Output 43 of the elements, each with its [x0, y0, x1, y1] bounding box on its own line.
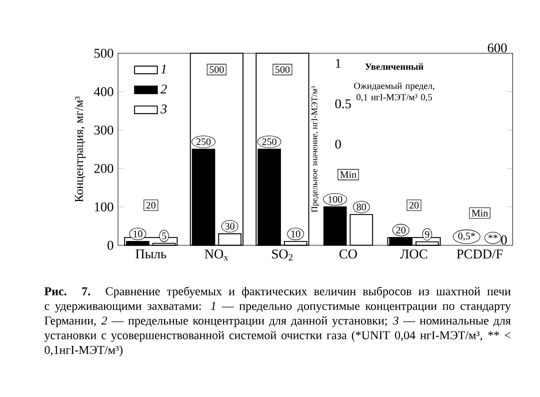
- data-label: 5: [162, 232, 166, 240]
- y-tick-label: 100: [94, 202, 114, 212]
- data-label: 9: [424, 230, 430, 238]
- legend-label: 3: [160, 104, 167, 114]
- y3-tick-label: 0: [501, 235, 507, 244]
- data-label: 500: [276, 66, 290, 73]
- data-label: 80: [356, 204, 366, 210]
- y3-tick-label: 600: [488, 43, 507, 52]
- x-tick-label: CO: [340, 250, 357, 258]
- y2-axis-title: Предельное значение, нгI-МЭТ/м³: [311, 86, 320, 212]
- data-label: 20: [409, 202, 419, 209]
- text: Min: [340, 171, 356, 178]
- y2-tick-label: 0: [335, 140, 341, 149]
- x-tick-label: PCDD/F: [456, 250, 503, 258]
- data-label: 100: [328, 196, 342, 203]
- data-label: 250: [196, 138, 211, 146]
- x-tick-label: NO$_{x}$: [204, 250, 228, 260]
- text: **: [488, 234, 498, 238]
- text: Рис. 7. Сравнение требуемых и фактических величин выбросов из шахтной печи с удерживающими захватами: 1 — предельно допустимые концентрации по стандарту Германии, 2 — предельные концентрации для данной установки; 3 — номинальные для установки с усовершенствованной системой очистки газа (*UNIT 0,04 нгI-МЭТ/м³, ** < 0,1нгI-МЭТ/м³): [44, 286, 511, 356]
- x-tick-label: Пыль: [136, 250, 166, 258]
- y-tick-label: 300: [94, 126, 114, 135]
- y2-tick-label: 1: [336, 58, 341, 68]
- data-label: 20: [396, 226, 406, 234]
- y-tick-label: 500: [94, 48, 114, 58]
- data-label: 500: [210, 66, 224, 73]
- annotation: Увеличенный: [365, 63, 424, 70]
- y-tick-label: 0: [108, 240, 114, 250]
- text: Min: [472, 210, 488, 216]
- x-tick-label: ЛОС: [400, 250, 428, 258]
- legend-label: 1: [160, 64, 166, 74]
- x-tick-label: SO$_{2}$: [272, 250, 292, 260]
- y-tick-label: 400: [94, 87, 114, 96]
- legend-label: 2: [160, 84, 167, 94]
- data-label: 30: [225, 222, 234, 230]
- data-label: 20: [146, 202, 156, 209]
- y2-tick-label: 0.5: [335, 99, 351, 108]
- data-label: 250: [262, 138, 276, 146]
- y-axis-title: Концентрация, мг/м³: [75, 96, 86, 202]
- y-tick-label: 200: [94, 164, 114, 173]
- text: 0,5*: [458, 232, 475, 241]
- data-label: 10: [291, 230, 300, 238]
- data-label: 10: [134, 230, 142, 238]
- annotation: Ожидаемый предел, 0,1 нгI-МЭТ/м³ 0,5: [354, 82, 434, 102]
